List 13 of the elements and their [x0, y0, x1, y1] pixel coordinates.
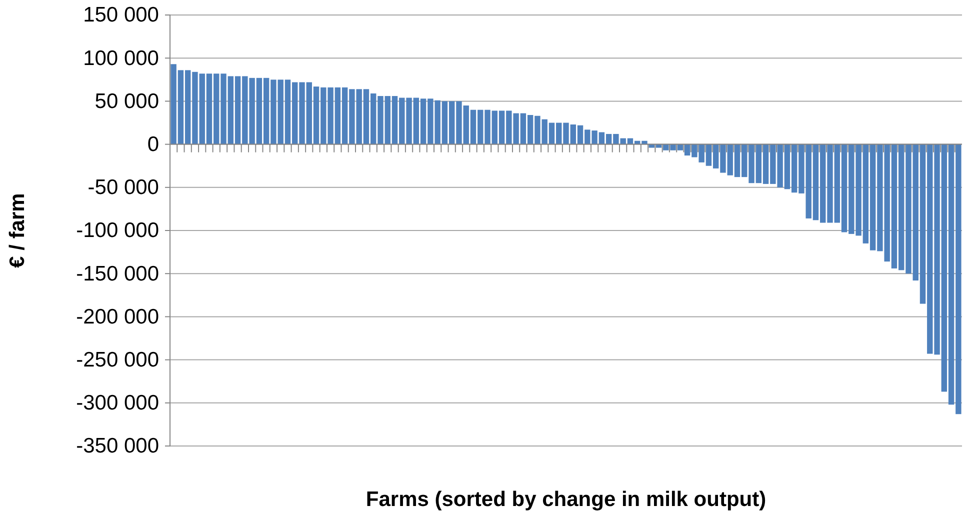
y-axis-title: € / farm — [6, 193, 29, 268]
y-tick-label: -350 000 — [76, 434, 159, 458]
y-tick-label: 150 000 — [83, 4, 159, 27]
x-axis-title: Farms (sorted by change in milk output) — [366, 488, 766, 511]
y-tick-label: -50 000 — [88, 176, 159, 200]
y-tick-label: -200 000 — [76, 305, 159, 328]
y-tick-label: -100 000 — [76, 219, 159, 242]
y-tick-label: -150 000 — [76, 262, 159, 286]
y-tick-label: 100 000 — [83, 46, 159, 70]
y-tick-label: 0 — [147, 133, 159, 156]
y-tick-label: -300 000 — [76, 392, 159, 415]
y-tick-label: 50 000 — [94, 90, 159, 113]
y-tick-label: -250 000 — [76, 348, 159, 372]
